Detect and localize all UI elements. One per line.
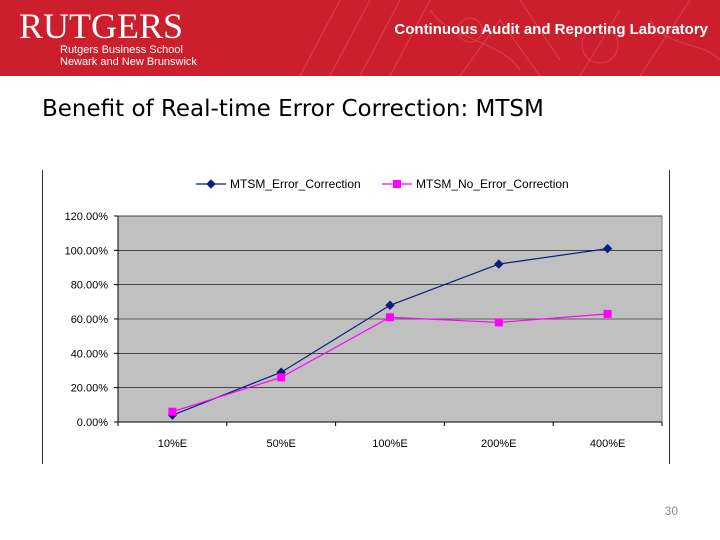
slide-title: Benefit of Real-time Error Correction: M… bbox=[42, 96, 544, 122]
x-tick-label: 400%E bbox=[590, 438, 625, 450]
y-tick-label: 80.00% bbox=[71, 280, 109, 292]
rutgers-logo-wordmark: RUTGERS bbox=[19, 6, 184, 46]
chart-frame-left-border bbox=[42, 170, 43, 464]
lab-name: Continuous Audit and Reporting Laborator… bbox=[394, 21, 708, 38]
chart-frame-right-border bbox=[669, 170, 670, 464]
logo-subtitle-school: Rutgers Business School bbox=[60, 44, 183, 56]
header-pattern bbox=[299, 0, 720, 76]
data-point-series-2 bbox=[386, 313, 394, 322]
legend-marker-2 bbox=[393, 180, 401, 188]
data-point-series-2 bbox=[603, 309, 612, 318]
legend-label-1: MTSM_Error_Correction bbox=[230, 177, 361, 191]
x-tick-label: 100%E bbox=[372, 438, 407, 450]
slide-number: 30 bbox=[664, 504, 678, 518]
data-point-series-1 bbox=[602, 243, 613, 254]
data-point-series-1 bbox=[385, 300, 395, 310]
y-tick-label: 120.00% bbox=[65, 211, 109, 223]
y-tick-label: 40.00% bbox=[71, 348, 109, 360]
y-tick-label: 60.00% bbox=[71, 314, 109, 326]
legend-marker-1 bbox=[206, 179, 216, 189]
data-point-series-2 bbox=[277, 373, 286, 382]
header-banner: RUTGERS Rutgers Business School Newark a… bbox=[0, 0, 720, 76]
x-tick-label: 50%E bbox=[267, 438, 296, 450]
x-tick-label: 200%E bbox=[481, 438, 516, 450]
data-point-series-1 bbox=[494, 259, 504, 269]
y-tick-label: 100.00% bbox=[65, 245, 109, 257]
data-point-series-2 bbox=[494, 318, 503, 327]
y-tick-label: 0.00% bbox=[77, 417, 108, 429]
data-point-series-2 bbox=[168, 407, 177, 416]
legend-label-2: MTSM_No_Error_Correction bbox=[416, 177, 569, 191]
logo-subtitle-campus: Newark and New Brunswick bbox=[60, 56, 197, 68]
y-tick-label: 20.00% bbox=[71, 383, 109, 395]
x-tick-label: 10%E bbox=[158, 438, 187, 450]
